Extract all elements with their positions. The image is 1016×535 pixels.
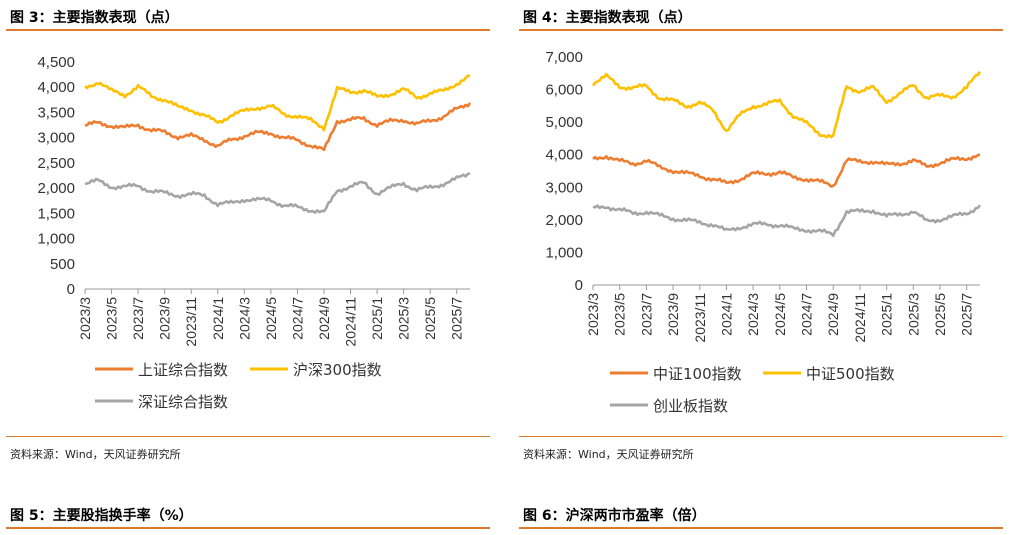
source-rule <box>519 436 1003 437</box>
x-tick-label: 2025/1 <box>369 297 385 340</box>
x-tick-label: 2024/9 <box>316 297 332 340</box>
y-tick-label: 3,000 <box>545 179 583 196</box>
series-line-3 <box>592 204 982 237</box>
x-tick-label: 2023/7 <box>638 293 654 336</box>
x-tick-label: 2024/5 <box>263 297 279 340</box>
figure-6-rule <box>519 527 1003 529</box>
title-rule <box>6 29 490 31</box>
figure-4-title: 图 4：主要指数表现（点） <box>523 10 692 26</box>
x-tick-label: 2024/9 <box>825 293 841 336</box>
legend-label: 上证综合指数 <box>138 361 228 379</box>
legend-label: 中证500指数 <box>806 365 895 383</box>
x-tick-label: 2024/7 <box>289 297 305 340</box>
figure-3-source: 资料来源：Wind，天风证券研究所 <box>10 448 181 461</box>
x-tick-label: 2023/11 <box>692 293 708 343</box>
x-tick-label: 2025/7 <box>449 297 465 340</box>
x-tick-label: 2023/3 <box>77 297 93 340</box>
x-tick-label: 2025/5 <box>932 293 948 336</box>
y-tick-label: 1,500 <box>37 205 75 222</box>
x-tick-label: 2025/1 <box>879 293 895 336</box>
x-tick-label: 2024/3 <box>236 297 252 340</box>
figure-3-title: 图 3：主要指数表现（点） <box>10 10 179 26</box>
figure-3-chart: 0 500 1,000 1,500 2,000 2,500 3,000 3,500 4,000 4… <box>37 54 472 411</box>
x-tick-label: 2024/1 <box>210 297 226 340</box>
legend-label: 创业板指数 <box>653 397 728 415</box>
x-tick-label: 2024/5 <box>772 293 788 336</box>
source-rule <box>6 436 490 437</box>
legend-label: 沪深300指数 <box>293 361 382 379</box>
x-tick-label: 2025/7 <box>959 293 975 336</box>
y-tick-label: 7,000 <box>545 49 583 66</box>
y-tick-label: 4,000 <box>37 79 75 96</box>
series-line-2 <box>591 70 982 139</box>
y-tick-label: 500 <box>50 256 75 273</box>
figure-4-source: 资料来源：Wind，天风证券研究所 <box>523 448 694 461</box>
figure-4-chart: 0 1,000 2,000 3,000 4,000 5,000 6,000 7,000 2023… <box>545 49 982 415</box>
x-tick-label: 2023/3 <box>585 293 601 336</box>
legend-label: 中证100指数 <box>653 365 742 383</box>
x-tick-label: 2025/3 <box>905 293 921 336</box>
figure-4-panel: 图 4：主要指数表现（点） 0 1,000 2,000 3,000 4,000 5,000… <box>513 0 1009 470</box>
y-tick-label: 4,000 <box>545 147 583 164</box>
figure-3-panel: 图 3：主要指数表现（点） 0 500 1,000 1,500 2,000 2,500 3,… <box>0 0 496 470</box>
series-line-1 <box>84 102 472 152</box>
y-tick-label: 1,000 <box>545 244 583 261</box>
title-rule <box>519 29 1003 31</box>
x-tick-label: 2025/5 <box>422 297 438 340</box>
x-tick-label: 2023/9 <box>157 297 173 340</box>
x-tick-label: 2023/7 <box>130 297 146 340</box>
x-tick-label: 2023/5 <box>612 293 628 336</box>
y-tick-label: 4,500 <box>37 54 75 71</box>
series-line-2 <box>84 74 471 132</box>
y-tick-label: 0 <box>67 281 75 298</box>
y-tick-label: 2,000 <box>545 212 583 229</box>
figure-6-title: 图 6：沪深两市市盈率（倍） <box>523 508 706 524</box>
y-tick-label: 2,500 <box>37 155 75 172</box>
x-tick-label: 2024/11 <box>343 297 359 347</box>
series-line-1 <box>592 153 981 188</box>
figure-5-rule <box>6 527 490 529</box>
x-tick-label: 2024/11 <box>852 293 868 343</box>
x-tick-label: 2024/3 <box>745 293 761 336</box>
y-tick-label: 0 <box>575 277 583 294</box>
x-tick-label: 2023/5 <box>104 297 120 340</box>
x-tick-label: 2023/9 <box>665 293 681 336</box>
x-tick-label: 2025/3 <box>396 297 412 340</box>
y-tick-label: 2,000 <box>37 180 75 197</box>
x-tick-label: 2023/11 <box>183 297 199 347</box>
y-tick-label: 5,000 <box>545 114 583 131</box>
figure-5-title: 图 5：主要股指换手率（%） <box>10 508 193 524</box>
legend-label: 深证综合指数 <box>138 393 228 411</box>
x-tick-label: 2024/1 <box>718 293 734 336</box>
y-tick-label: 3,500 <box>37 104 75 121</box>
x-tick-label: 2024/7 <box>799 293 815 336</box>
y-tick-label: 6,000 <box>545 82 583 99</box>
series-line-3 <box>84 172 471 214</box>
y-tick-label: 3,000 <box>37 130 75 147</box>
y-tick-label: 1,000 <box>37 231 75 248</box>
